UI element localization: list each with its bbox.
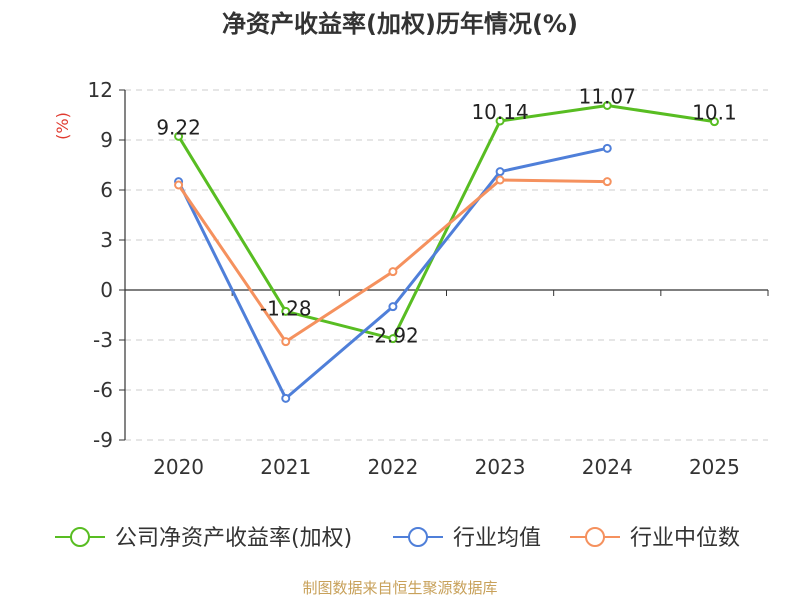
- y-tick-label: 9: [100, 128, 113, 152]
- x-tick-label: 2025: [689, 455, 740, 479]
- data-label: -1.28: [260, 296, 312, 320]
- x-tick-label: 2020: [153, 455, 204, 479]
- legend-swatch-marker: [408, 527, 428, 547]
- data-source-note: 制图数据来自恒生聚源数据库: [302, 579, 497, 597]
- legend-label: 公司净资产收益率(加权): [115, 526, 352, 551]
- series-line-3: [177, 178, 608, 344]
- data-point: [174, 180, 184, 190]
- y-tick-label: 0: [100, 278, 113, 302]
- chart-title: 净资产收益率(加权)历年情况(%): [222, 10, 578, 38]
- data-point: [709, 117, 719, 127]
- series-line-1: [177, 104, 715, 341]
- legend-swatch-marker: [70, 527, 90, 547]
- x-tick-label: 2024: [582, 455, 633, 479]
- legend-swatch-marker: [585, 527, 605, 547]
- data-label: 10.1: [692, 101, 737, 125]
- x-tick-label: 2021: [260, 455, 311, 479]
- data-point: [495, 167, 505, 177]
- data-point: [602, 177, 612, 187]
- y-tick-label: -9: [93, 428, 113, 452]
- data-label: -2.92: [367, 324, 419, 348]
- data-point: [495, 175, 505, 185]
- data-point: [602, 143, 612, 153]
- data-point: [281, 393, 291, 403]
- data-point: [388, 267, 398, 277]
- series-group: [174, 101, 719, 403]
- legend-item[interactable]: 公司净资产收益率(加权): [55, 526, 352, 551]
- legend-label: 行业中位数: [630, 526, 740, 551]
- data-label: 10.14: [471, 100, 528, 124]
- legend-item[interactable]: 行业中位数: [570, 526, 740, 551]
- y-tick-label: -6: [93, 378, 113, 402]
- legend-label: 行业均值: [453, 526, 541, 551]
- data-point: [388, 302, 398, 312]
- y-tick-label: 12: [88, 78, 113, 102]
- y-axis-label: (%): [53, 112, 72, 140]
- data-point: [281, 306, 291, 316]
- y-tick-label: -3: [93, 328, 113, 352]
- data-point: [602, 101, 612, 110]
- legend[interactable]: 公司净资产收益率(加权) 行业均值 行业中位数: [55, 526, 740, 551]
- data-label: 11.07: [579, 85, 636, 109]
- data-point: [495, 116, 505, 126]
- data-point: [174, 131, 184, 141]
- data-label: 9.22: [156, 115, 201, 139]
- y-tick-label: 3: [100, 228, 113, 252]
- x-tick-label: 2022: [367, 455, 418, 479]
- x-tick-label: 2023: [475, 455, 526, 479]
- data-point: [281, 337, 291, 347]
- y-tick-label: 6: [100, 178, 113, 202]
- legend-item[interactable]: 行业均值: [393, 526, 541, 551]
- data-point: [388, 334, 398, 344]
- data-labels: 9.22 -1.28 -2.92 10.14 11.07 10.1: [156, 85, 736, 348]
